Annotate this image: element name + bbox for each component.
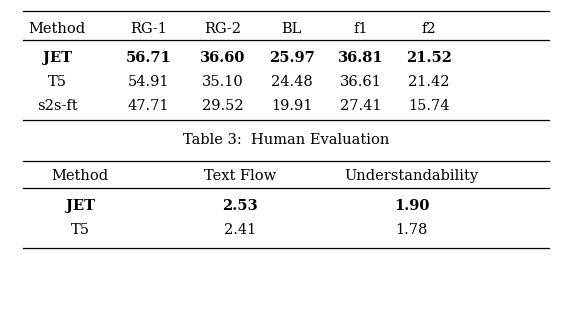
Text: Method: Method bbox=[29, 22, 86, 36]
Text: 2.53: 2.53 bbox=[223, 199, 258, 213]
Text: 21.52: 21.52 bbox=[406, 51, 452, 65]
Text: T5: T5 bbox=[47, 75, 67, 89]
Text: 56.71: 56.71 bbox=[126, 51, 172, 65]
Text: 24.48: 24.48 bbox=[271, 75, 312, 89]
Text: 29.52: 29.52 bbox=[202, 99, 244, 113]
Text: f1: f1 bbox=[353, 22, 368, 36]
Text: 36.81: 36.81 bbox=[337, 51, 383, 65]
Text: 25.97: 25.97 bbox=[269, 51, 315, 65]
Text: 47.71: 47.71 bbox=[128, 99, 169, 113]
Text: RG-1: RG-1 bbox=[130, 22, 167, 36]
Text: 19.91: 19.91 bbox=[271, 99, 312, 113]
Text: RG-2: RG-2 bbox=[205, 22, 241, 36]
Text: 21.42: 21.42 bbox=[408, 75, 450, 89]
Text: JET: JET bbox=[66, 199, 94, 213]
Text: Method: Method bbox=[51, 169, 109, 183]
Text: 1.78: 1.78 bbox=[396, 223, 428, 237]
Text: 54.91: 54.91 bbox=[128, 75, 169, 89]
Text: s2s-ft: s2s-ft bbox=[37, 99, 78, 113]
Text: 35.10: 35.10 bbox=[202, 75, 244, 89]
Text: Text Flow: Text Flow bbox=[204, 169, 276, 183]
Text: JET: JET bbox=[43, 51, 72, 65]
Text: 27.41: 27.41 bbox=[340, 99, 381, 113]
Text: Table 3:  Human Evaluation: Table 3: Human Evaluation bbox=[183, 133, 389, 147]
Text: 36.60: 36.60 bbox=[200, 51, 246, 65]
Text: 36.61: 36.61 bbox=[339, 75, 382, 89]
Text: 15.74: 15.74 bbox=[408, 99, 450, 113]
Text: f2: f2 bbox=[422, 22, 436, 36]
Text: 2.41: 2.41 bbox=[224, 223, 256, 237]
Text: BL: BL bbox=[281, 22, 302, 36]
Text: Understandability: Understandability bbox=[345, 169, 479, 183]
Text: T5: T5 bbox=[70, 223, 90, 237]
Text: 1.90: 1.90 bbox=[394, 199, 430, 213]
